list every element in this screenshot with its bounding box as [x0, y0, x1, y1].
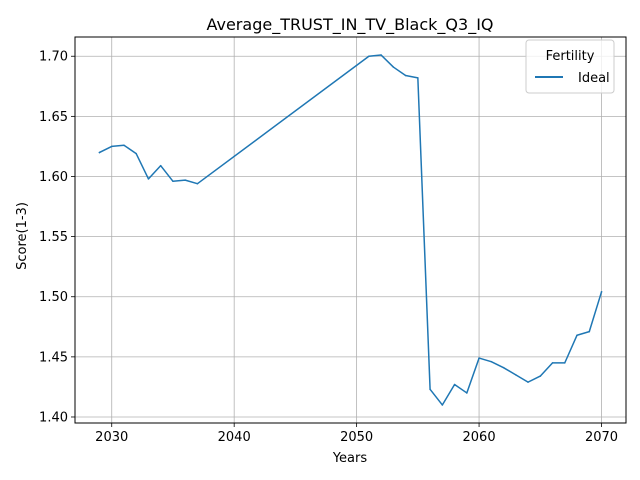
x-axis-label: Years — [332, 451, 368, 466]
data-point — [600, 291, 603, 293]
y-tick-label: 1.55 — [39, 230, 68, 245]
data-point — [478, 357, 480, 359]
data-point — [404, 74, 407, 77]
x-tick-label: 2060 — [463, 430, 496, 445]
data-point — [159, 164, 162, 167]
data-point — [417, 77, 419, 79]
legend-title: Fertility — [546, 49, 595, 64]
data-point — [123, 144, 125, 146]
y-axis-label: Score(1-3) — [15, 202, 30, 270]
data-point — [490, 360, 493, 363]
data-point — [502, 366, 505, 369]
data-point — [196, 182, 199, 185]
data-point — [539, 375, 542, 377]
data-point — [135, 152, 137, 155]
y-tick-label: 1.65 — [39, 110, 68, 125]
data-point — [588, 330, 591, 333]
data-point — [441, 404, 444, 406]
data-point — [172, 180, 174, 183]
legend-box — [525, 39, 615, 94]
data-point — [564, 362, 566, 364]
legend-label-ideal: Ideal — [578, 71, 610, 86]
data-point — [527, 381, 529, 383]
legend: Fertility Ideal — [525, 39, 615, 94]
y-tick-label: 1.50 — [39, 290, 68, 305]
y-tick-label: 1.70 — [39, 50, 68, 65]
data-point — [380, 54, 382, 56]
x-axis-ticks: 2030 2040 2050 2060 2070 — [95, 423, 618, 445]
y-axis-ticks: 1.40 1.45 1.50 1.55 1.60 1.65 1.70 — [39, 50, 75, 425]
data-point — [429, 388, 431, 391]
data-point — [515, 374, 517, 376]
data-point — [466, 392, 468, 394]
data-point — [453, 383, 456, 386]
y-tick-label: 1.45 — [39, 350, 68, 365]
data-point — [392, 66, 395, 68]
x-tick-label: 2070 — [585, 430, 618, 445]
data-point — [368, 55, 370, 57]
x-tick-label: 2030 — [95, 430, 128, 445]
data-point — [551, 362, 554, 364]
plot-frame — [74, 36, 627, 424]
y-tick-label: 1.40 — [39, 410, 68, 425]
y-tick-label: 1.60 — [39, 170, 68, 185]
x-tick-label: 2040 — [218, 430, 251, 445]
grid — [75, 37, 626, 423]
data-point — [98, 151, 101, 154]
data-point — [184, 179, 186, 181]
x-tick-label: 2050 — [340, 430, 373, 445]
data-point — [576, 334, 578, 336]
data-point — [110, 145, 113, 148]
data-point — [147, 178, 150, 180]
chart-title: Average_TRUST_IN_TV_Black_Q3_IQ — [206, 15, 493, 35]
series-layer — [98, 54, 603, 406]
